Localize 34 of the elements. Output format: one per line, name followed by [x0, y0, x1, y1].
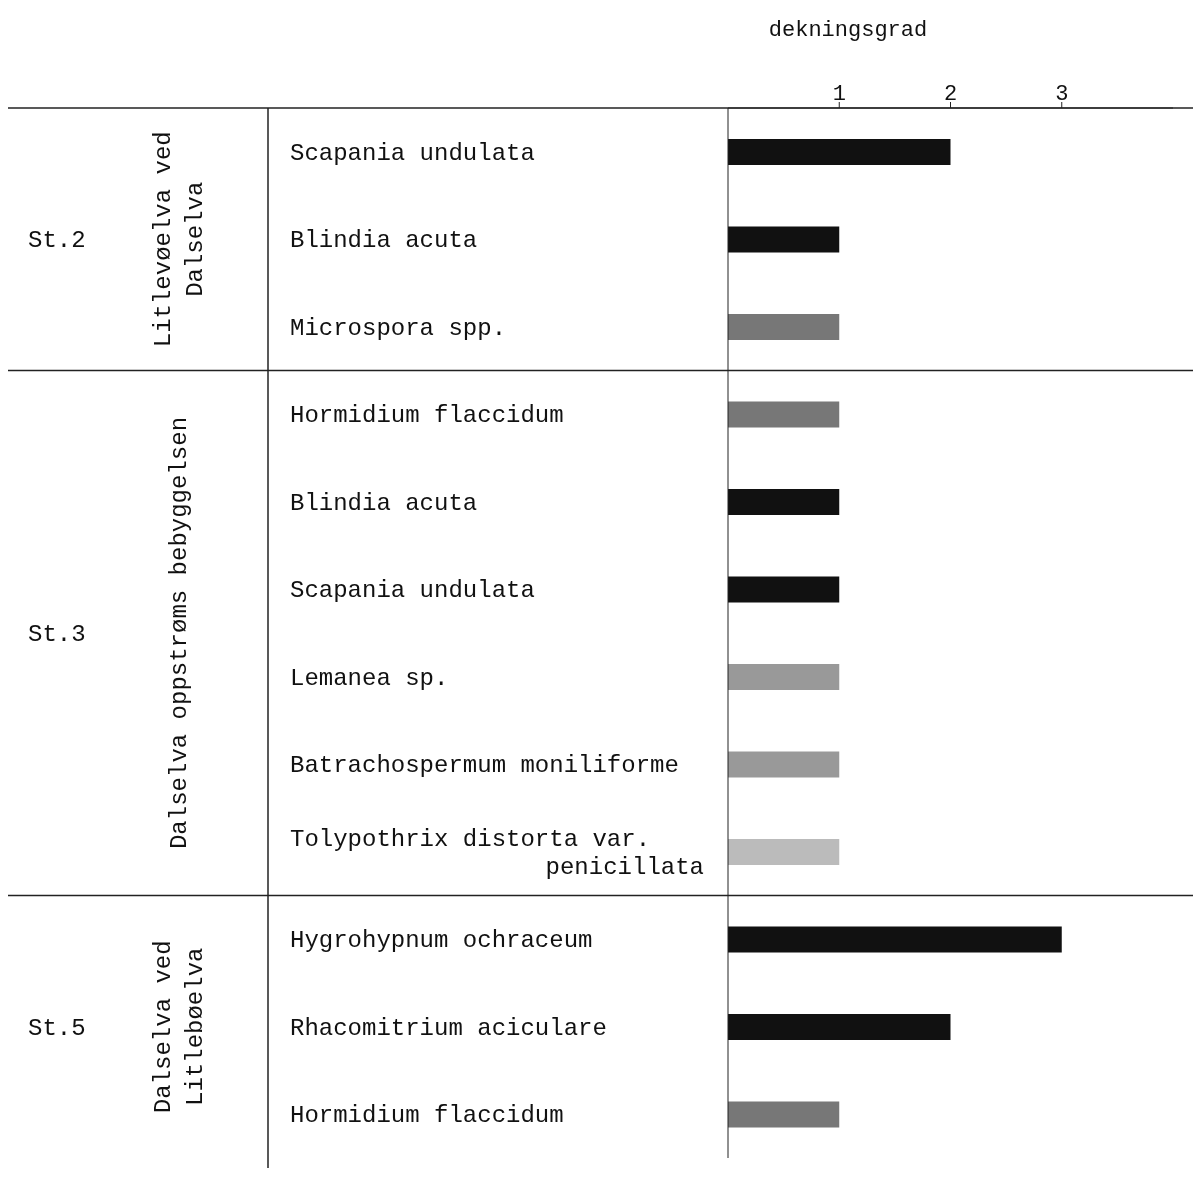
y-tick-label: Hygrohypnum ochraceum [290, 927, 593, 955]
bar [728, 314, 840, 340]
y-tick-label: Blindia acuta [290, 489, 478, 517]
text: St.2 [28, 227, 86, 255]
bar [728, 1014, 951, 1040]
bar [728, 1101, 840, 1128]
text: Litlevøelva ved Dalselva [150, 131, 209, 348]
bar [728, 401, 840, 428]
bar [728, 926, 1062, 953]
text: Dalselva oppstrøms bebyggelsen [166, 416, 193, 850]
bar [728, 139, 951, 165]
x-axis-title: dekningsgrad [768, 18, 928, 43]
y-tick-label: Scapania undulata [290, 577, 535, 605]
text: St.3 [28, 621, 86, 648]
y-tick-label: Tolypothrix distorta var. penicillata [290, 825, 704, 881]
bar [728, 664, 840, 690]
x-tick-label: 1 [832, 82, 846, 107]
y-tick-label: Hormidium flaccidum [290, 1102, 564, 1130]
y-tick-label: Lemanea sp. [290, 664, 449, 692]
text: Dalselva ved Litlebøelva [150, 940, 209, 1114]
bar [728, 489, 840, 515]
bar [728, 751, 840, 778]
y-tick-label: Microspora spp. [290, 314, 507, 342]
y-tick-label: Blindia acuta [290, 227, 478, 255]
x-tick-label: 3 [1055, 82, 1069, 107]
bar [728, 839, 840, 865]
y-tick-label: Scapania undulata [290, 139, 535, 167]
y-tick-label: Batrachospermum moniliforme [290, 752, 679, 780]
bar [728, 226, 840, 253]
text: St.5 [28, 1014, 86, 1042]
y-tick-label: Hormidium flaccidum [290, 402, 564, 430]
bar [728, 576, 840, 603]
x-tick-label: 2 [943, 82, 958, 107]
y-tick-label: Rhacomitrium aciculare [290, 1014, 607, 1042]
